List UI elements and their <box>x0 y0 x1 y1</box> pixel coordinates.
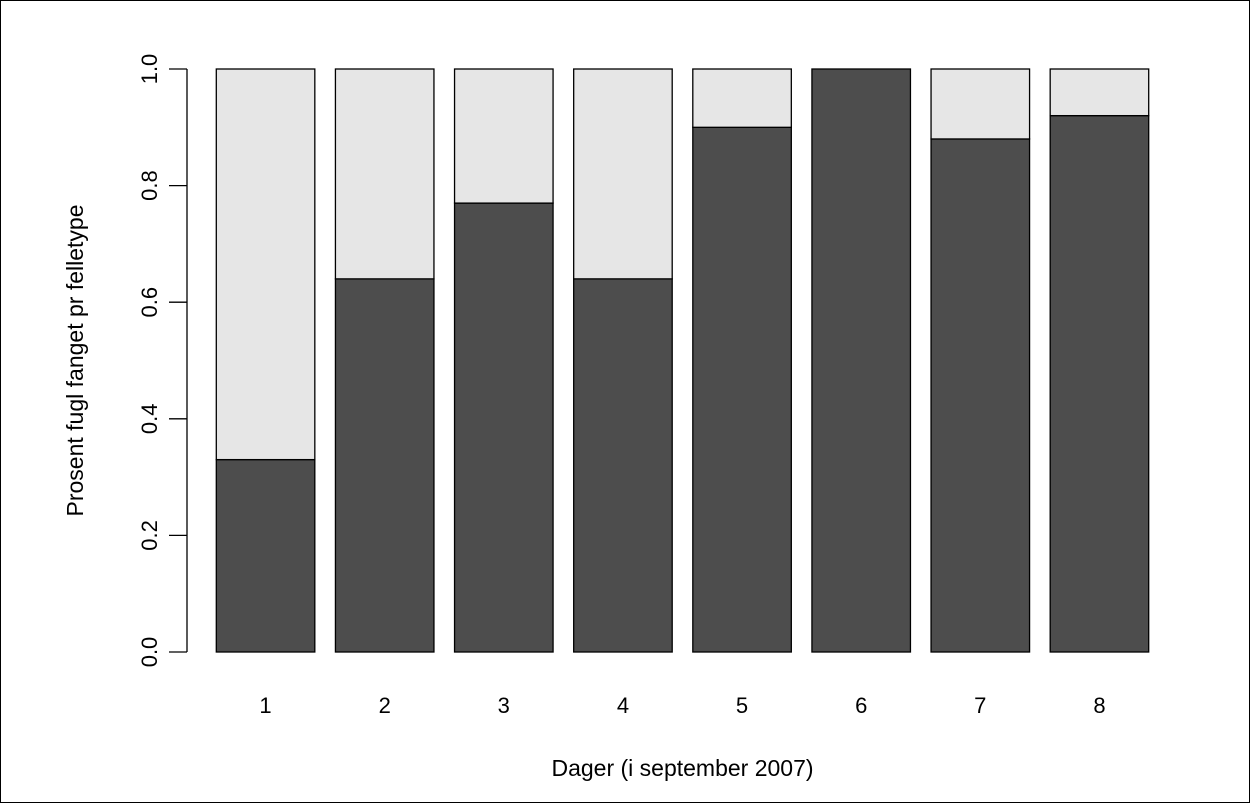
x-axis-label: Dager (i september 2007) <box>551 755 813 781</box>
x-tick-label: 5 <box>736 693 748 718</box>
bar-day-1-segment-2 <box>215 68 316 461</box>
y-tick-label: 0.8 <box>137 170 162 201</box>
y-tick-label: 0.4 <box>137 404 162 435</box>
x-tick-label: 2 <box>379 693 391 718</box>
bar-day-8-segment-2 <box>1049 68 1150 117</box>
x-tick-label: 7 <box>974 693 986 718</box>
y-tick-label: 0.2 <box>137 520 162 551</box>
bar-day-4-segment-2 <box>573 68 673 280</box>
y-axis: 0.0 0.2 0.4 0.6 0.8 1.0 <box>137 54 188 668</box>
bar-day-7-segment-1 <box>930 138 1031 653</box>
bar-day-5-segment-1 <box>692 126 792 653</box>
x-tick-label: 6 <box>855 693 867 718</box>
bar-day-3-segment-1 <box>453 202 554 653</box>
bar-day-6-segment-1 <box>811 68 912 653</box>
bar-day-2-segment-2 <box>334 68 435 280</box>
y-tick-label: 0.0 <box>137 637 162 668</box>
bar-day-2-segment-1 <box>334 278 435 653</box>
y-axis-label: Prosent fugl fanget pr felletype <box>62 205 88 517</box>
x-tick-label: 1 <box>259 693 271 718</box>
x-tick-label: 3 <box>498 693 510 718</box>
bars-layer <box>215 68 1150 653</box>
x-tick-label: 4 <box>617 693 629 718</box>
bar-day-8-segment-1 <box>1049 114 1150 653</box>
x-axis: 1 2 3 4 5 6 7 8 <box>259 693 1105 718</box>
bar-day-5-segment-2 <box>692 68 792 128</box>
y-tick-label: 1.0 <box>137 54 162 85</box>
bar-day-1-segment-1 <box>215 458 316 653</box>
x-tick-label: 8 <box>1093 693 1105 718</box>
bar-day-7-segment-2 <box>930 68 1031 140</box>
bar-day-3-segment-2 <box>453 68 554 204</box>
y-tick-label: 0.6 <box>137 287 162 318</box>
bar-day-4-segment-1 <box>573 278 673 653</box>
